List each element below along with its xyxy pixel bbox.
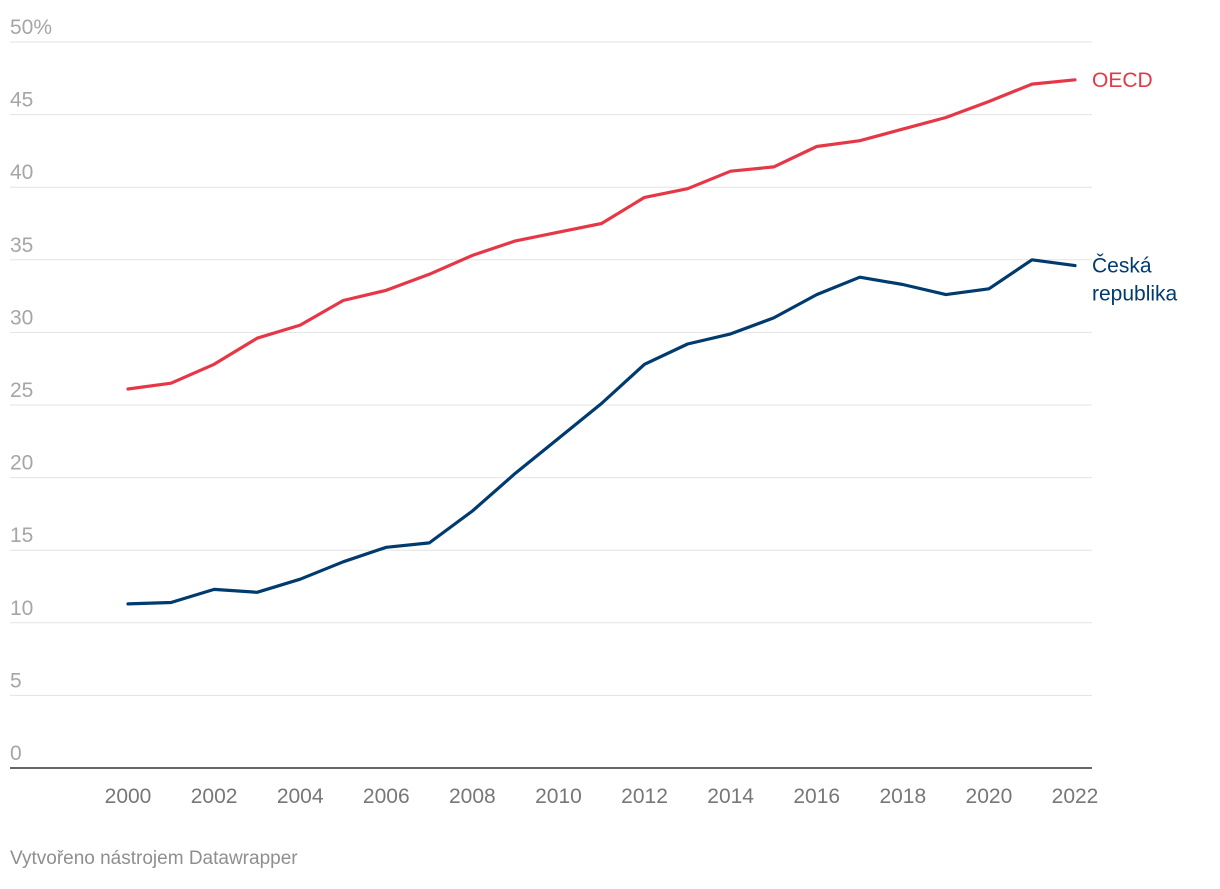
series-layer — [126, 78, 1077, 606]
y-tick-label: 35 — [10, 234, 33, 257]
y-tick-label: 40 — [10, 161, 33, 184]
x-tick-label: 2006 — [363, 785, 410, 808]
x-tick-label: 2016 — [793, 785, 840, 808]
x-axis-ticks: 2000 2002 2004 2006 2008 2010 2012 2014 2016 2018… — [105, 785, 1099, 808]
series-label: Česká — [1092, 255, 1152, 278]
y-tick-label: 5 — [10, 669, 22, 692]
x-tick-label: 2018 — [879, 785, 926, 808]
y-tick-label: 15 — [10, 524, 33, 547]
series-labels: OECD Česká republika — [1092, 69, 1178, 306]
series-label: OECD — [1092, 69, 1153, 92]
y-tick-label: 50% — [10, 16, 52, 39]
grid-layer — [10, 41, 1092, 769]
y-tick-label: 45 — [10, 89, 33, 112]
x-tick-label: 2002 — [191, 785, 238, 808]
y-tick-label: 20 — [10, 452, 33, 475]
y-tick-label: 10 — [10, 597, 33, 620]
y-axis-ticks: 0 5 10 15 20 25 30 35 40 45 50% — [10, 16, 52, 765]
series-label: republika — [1092, 283, 1178, 306]
x-tick-label: 2012 — [621, 785, 668, 808]
x-tick-label: 2020 — [966, 785, 1013, 808]
y-tick-label: 30 — [10, 306, 33, 329]
x-tick-label: 2004 — [277, 785, 324, 808]
x-tick-label: 2022 — [1052, 785, 1099, 808]
x-tick-label: 2000 — [105, 785, 152, 808]
x-tick-label: 2014 — [707, 785, 754, 808]
x-tick-label: 2008 — [449, 785, 496, 808]
series-line-oecd — [126, 78, 1077, 391]
y-tick-label: 25 — [10, 379, 33, 402]
x-tick-label: 2010 — [535, 785, 582, 808]
footer-credit: Vytvořeno nástrojem Datawrapper — [10, 848, 298, 869]
y-tick-label: 0 — [10, 742, 22, 765]
series-line-cesko — [126, 258, 1077, 606]
